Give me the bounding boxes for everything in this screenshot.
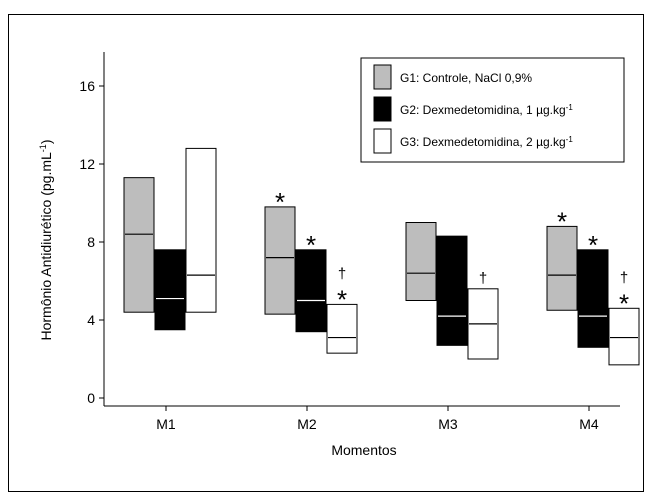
y-axis-title-main: Hormônio Antidiurético (pg.mL xyxy=(38,152,54,341)
significance-dagger: † xyxy=(479,270,487,287)
x-tick-label: M1 xyxy=(156,416,176,432)
axes: 0 4 8 12 16 M1 M2 M3 M4 xyxy=(79,52,620,432)
box-g2-m2 xyxy=(295,249,327,333)
y-axis-title-end: ) xyxy=(38,140,54,145)
significance-asterisk: * xyxy=(619,288,629,318)
box-g1-m1 xyxy=(123,177,155,313)
significance-dagger: † xyxy=(620,269,628,286)
y-tick-label: 0 xyxy=(87,390,95,406)
box-g2-m1 xyxy=(154,249,186,331)
box-g3-m1 xyxy=(185,147,217,313)
y-tick-label: 8 xyxy=(87,234,95,250)
x-axis-title: Momentos xyxy=(331,442,396,458)
box-g2-m4 xyxy=(577,249,609,348)
boxes xyxy=(123,147,640,366)
significance-asterisk: * xyxy=(306,230,316,260)
legend-label-g1: G1: Controle, NaCl 0,9% xyxy=(400,71,532,85)
x-tick-label: M2 xyxy=(297,416,317,432)
significance-dagger: † xyxy=(338,265,346,282)
significance-markers: * * * † † * * * † xyxy=(275,187,629,318)
significance-asterisk: * xyxy=(275,187,285,217)
y-axis-title-sup: -1 xyxy=(38,144,48,152)
legend: G1: Controle, NaCl 0,9% G2: Dexmedetomidi… xyxy=(360,57,625,163)
box-g2-m3 xyxy=(436,235,468,346)
legend-swatch-g3 xyxy=(373,128,392,154)
legend-swatch-g1 xyxy=(373,64,392,90)
box-g3-m4 xyxy=(608,307,640,366)
significance-asterisk: * xyxy=(557,206,567,236)
figure-frame xyxy=(8,14,644,492)
y-tick-label: 12 xyxy=(79,156,95,172)
legend-label-g2: G2: Dexmedetomidina, 1 µg.kg-1 xyxy=(400,103,573,118)
box-g1-m4 xyxy=(546,225,578,311)
legend-swatch-g2 xyxy=(373,96,392,122)
y-tick-label: 16 xyxy=(79,78,95,94)
y-axis-title: Hormônio Antidiurético (pg.mL-1) xyxy=(38,140,54,341)
box-g1-m2 xyxy=(264,206,296,315)
legend-frame xyxy=(360,57,625,163)
box-g1-m3 xyxy=(405,222,437,301)
significance-asterisk: * xyxy=(337,284,347,314)
x-tick-label: M3 xyxy=(438,416,458,432)
box-g3-m2 xyxy=(326,303,358,354)
x-tick-label: M4 xyxy=(579,416,599,432)
legend-label-g3: G3: Dexmedetomidina, 2 µg.kg-1 xyxy=(400,135,573,150)
y-tick-label: 4 xyxy=(87,312,95,328)
significance-asterisk: * xyxy=(588,230,598,260)
